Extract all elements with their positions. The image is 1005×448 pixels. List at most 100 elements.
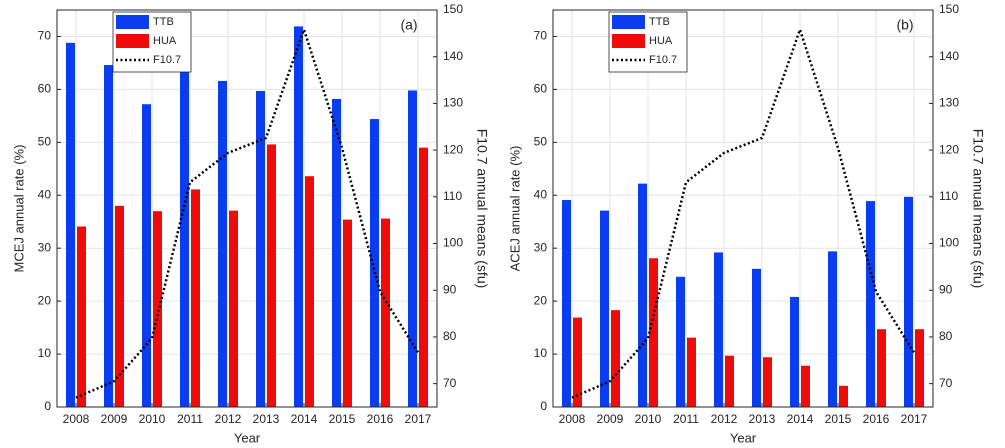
y-tick-label: 60 <box>534 82 548 96</box>
legend-label: TTB <box>153 16 174 28</box>
bar <box>256 90 265 407</box>
x-tick-label: 2015 <box>329 412 356 426</box>
bar <box>649 258 658 407</box>
y-tick-label: 0 <box>540 399 547 413</box>
y2-axis-title: F10.7 annual means (sfu) <box>970 129 986 289</box>
bar <box>763 357 772 407</box>
y2-tick-label: 70 <box>443 376 457 390</box>
x-axis-title: Year <box>730 430 757 445</box>
x-tick-label: 2010 <box>139 412 166 426</box>
legend-swatch <box>116 34 149 48</box>
bar <box>115 205 124 407</box>
x-tick-label: 2012 <box>215 412 242 426</box>
y-tick-label: 50 <box>38 135 52 149</box>
x-tick-label: 2013 <box>749 412 776 426</box>
y2-tick-label: 110 <box>443 189 462 203</box>
y-tick-label: 30 <box>38 240 52 254</box>
x-tick-label: 2011 <box>177 412 203 426</box>
y-tick-label: 0 <box>44 399 51 413</box>
panel-label: (b) <box>896 17 913 33</box>
bar <box>725 355 734 407</box>
legend-label: TTB <box>649 16 670 28</box>
y2-tick-label: 110 <box>939 189 958 203</box>
y-tick-label: 40 <box>534 187 548 201</box>
bar <box>294 26 303 408</box>
bar <box>866 201 875 407</box>
legend-label: F10.7 <box>649 54 677 66</box>
bar <box>104 65 113 408</box>
bar <box>828 251 837 407</box>
bar <box>267 144 276 407</box>
bar <box>332 98 341 407</box>
bar <box>752 268 761 407</box>
bar <box>305 176 314 407</box>
bar <box>381 218 390 407</box>
bar <box>877 329 886 407</box>
legend-swatch <box>116 15 149 29</box>
bar <box>343 219 352 407</box>
bar <box>790 296 799 407</box>
bar <box>801 365 810 407</box>
bar <box>66 42 75 408</box>
y-tick-label: 50 <box>534 135 548 149</box>
x-tick-label: 2011 <box>673 412 699 426</box>
bar <box>904 196 913 407</box>
y2-tick-label: 100 <box>443 236 463 250</box>
x-tick-label: 2013 <box>253 412 280 426</box>
y-tick-label: 10 <box>534 346 548 360</box>
y2-tick-label: 130 <box>443 96 463 110</box>
bar <box>676 276 685 407</box>
x-tick-label: 2008 <box>63 412 90 426</box>
bar <box>229 210 238 407</box>
bar <box>142 104 151 407</box>
bar <box>370 119 379 407</box>
y2-tick-label: 150 <box>939 2 959 16</box>
y-axis-title: MCEJ annual rate (%) <box>11 145 26 273</box>
x-tick-label: 2009 <box>597 412 624 426</box>
x-tick-label: 2009 <box>101 412 128 426</box>
bar <box>600 210 609 407</box>
f107-line <box>75 25 420 399</box>
y-tick-label: 70 <box>534 29 548 43</box>
chart: 0 10 20 30 40 50 60 70 70 80 90 100 110 120 130 140 150 2… <box>11 2 490 445</box>
plot-frame <box>552 9 934 408</box>
chart: 0 10 20 30 40 50 60 70 70 80 90 100 110 120 130 140 150 2… <box>507 2 986 445</box>
bar <box>573 317 582 407</box>
y2-tick-label: 100 <box>939 236 959 250</box>
y2-tick-label: 90 <box>443 282 457 296</box>
bar <box>419 147 428 408</box>
bar <box>191 189 200 407</box>
bar <box>714 252 723 407</box>
x-tick-label: 2015 <box>825 412 852 426</box>
y-tick-label: 70 <box>38 29 52 43</box>
x-tick-label: 2008 <box>559 412 586 426</box>
y-tick-label: 20 <box>534 293 548 307</box>
bar <box>915 329 924 407</box>
bar <box>611 310 620 407</box>
y2-tick-label: 80 <box>939 329 953 343</box>
x-tick-label: 2010 <box>635 412 662 426</box>
bar <box>218 80 227 407</box>
x-tick-label: 2014 <box>291 412 318 426</box>
x-tick-label: 2012 <box>711 412 738 426</box>
x-axis-title: Year <box>234 430 261 445</box>
bar <box>562 200 571 407</box>
y2-tick-label: 70 <box>939 376 953 390</box>
y-tick-label: 40 <box>38 187 52 201</box>
bar <box>839 385 848 407</box>
y2-tick-label: 140 <box>443 49 463 63</box>
x-tick-label: 2016 <box>863 412 890 426</box>
legend-label: HUA <box>649 35 673 47</box>
x-tick-label: 2016 <box>367 412 394 426</box>
y-tick-label: 60 <box>38 82 52 96</box>
bar <box>687 337 696 407</box>
y2-tick-label: 150 <box>443 2 463 16</box>
legend-label: HUA <box>153 35 177 47</box>
y2-tick-label: 80 <box>443 329 457 343</box>
x-tick-label: 2017 <box>405 412 432 426</box>
x-tick-label: 2014 <box>787 412 814 426</box>
y-tick-label: 20 <box>38 293 52 307</box>
bar <box>180 67 189 408</box>
legend-label: F10.7 <box>153 54 181 66</box>
y-tick-label: 10 <box>38 346 52 360</box>
